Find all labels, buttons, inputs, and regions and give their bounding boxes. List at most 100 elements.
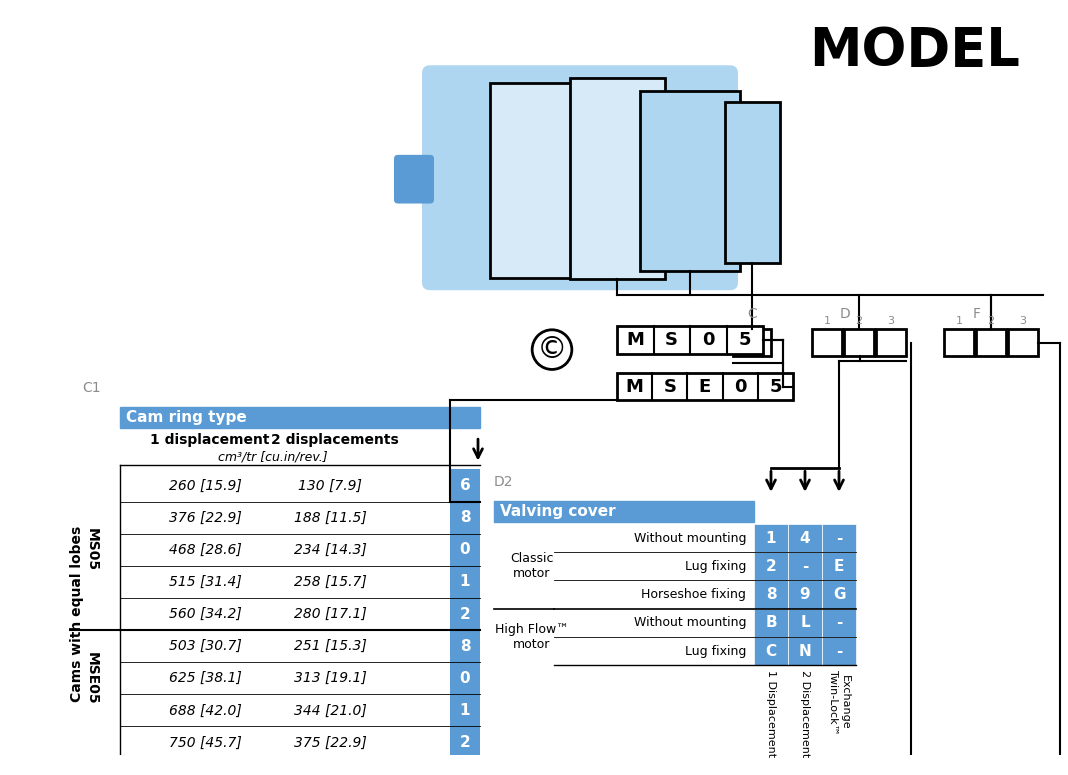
Text: M: M	[626, 377, 644, 395]
Text: 8: 8	[766, 587, 776, 602]
Text: 625 [38.1]: 625 [38.1]	[169, 671, 241, 685]
Text: 515 [31.4]: 515 [31.4]	[169, 575, 241, 589]
Text: MSE05: MSE05	[85, 652, 99, 704]
Bar	[450, 694, 480, 726]
Text: 251 [15.3]: 251 [15.3]	[294, 639, 366, 653]
Text: C: C	[748, 307, 757, 321]
FancyBboxPatch shape	[394, 155, 434, 204]
Bar	[754, 580, 788, 608]
Text: 8: 8	[459, 510, 470, 525]
Text: 1: 1	[956, 316, 962, 326]
Bar	[450, 726, 480, 759]
Text: 375 [22.9]: 375 [22.9]	[294, 735, 366, 749]
Text: -: -	[836, 531, 843, 546]
Bar	[733, 329, 771, 356]
Bar	[450, 630, 480, 662]
Bar	[725, 102, 780, 263]
Bar	[788, 580, 822, 608]
Bar	[876, 329, 906, 356]
Bar	[788, 524, 822, 552]
Text: 2: 2	[855, 316, 863, 326]
Text: 503 [30.7]: 503 [30.7]	[169, 639, 241, 653]
Bar	[617, 326, 763, 353]
Text: 688 [42.0]: 688 [42.0]	[169, 704, 241, 718]
Bar	[822, 580, 855, 608]
Text: Horseshoe fixing: Horseshoe fixing	[641, 588, 747, 601]
Bar	[450, 662, 480, 694]
Text: 8: 8	[459, 639, 470, 653]
Text: 2: 2	[766, 559, 776, 574]
Bar	[617, 373, 794, 400]
Bar	[570, 78, 665, 280]
Text: 130 [7.9]: 130 [7.9]	[298, 478, 362, 492]
Bar	[120, 407, 480, 429]
Text: G: G	[833, 587, 845, 602]
Text: 3: 3	[888, 316, 895, 326]
Bar	[788, 552, 822, 580]
Bar	[754, 552, 788, 580]
Text: 2: 2	[988, 316, 994, 326]
Bar	[822, 524, 855, 552]
Text: 6: 6	[459, 478, 470, 493]
Text: 188 [11.5]: 188 [11.5]	[294, 511, 366, 525]
Bar	[944, 329, 974, 356]
Text: L: L	[800, 615, 810, 630]
Text: Classic
motor: Classic motor	[511, 553, 553, 580]
Text: 1: 1	[459, 703, 470, 718]
Bar	[754, 608, 788, 637]
Bar	[450, 534, 480, 566]
Text: Without mounting: Without mounting	[633, 532, 747, 545]
Bar	[494, 501, 754, 522]
Text: C: C	[766, 643, 776, 659]
Text: 1 Displacement: 1 Displacement	[766, 670, 776, 757]
Bar	[754, 637, 788, 665]
Text: Lug fixing: Lug fixing	[685, 560, 747, 573]
Bar	[450, 566, 480, 598]
Bar	[822, 637, 855, 665]
Bar	[1008, 329, 1038, 356]
Bar	[450, 470, 480, 501]
Text: 260 [15.9]: 260 [15.9]	[169, 478, 241, 492]
Bar	[640, 91, 740, 270]
Text: B: B	[765, 615, 776, 630]
Text: 313 [19.1]: 313 [19.1]	[294, 671, 366, 685]
Text: 0: 0	[734, 377, 747, 395]
Text: Exchange
Twin-Lock™: Exchange Twin-Lock™	[828, 670, 850, 735]
Text: D: D	[839, 307, 850, 321]
Text: 1: 1	[766, 531, 776, 546]
Text: 280 [17.1]: 280 [17.1]	[294, 607, 366, 621]
Text: E: E	[834, 559, 844, 574]
Bar	[976, 329, 1006, 356]
Bar	[812, 329, 842, 356]
Text: cm³/tr [cu.in/rev.]: cm³/tr [cu.in/rev.]	[218, 450, 327, 463]
Text: N: N	[799, 643, 812, 659]
Text: 1 displacement: 1 displacement	[151, 433, 270, 447]
Text: Cams with equal lobes: Cams with equal lobes	[70, 526, 84, 702]
Text: Lug fixing: Lug fixing	[685, 645, 747, 657]
Text: 344 [21.0]: 344 [21.0]	[294, 704, 366, 718]
Text: ©: ©	[537, 335, 567, 364]
Text: 468 [28.6]: 468 [28.6]	[169, 542, 241, 556]
FancyBboxPatch shape	[422, 65, 738, 290]
Text: 2: 2	[459, 735, 470, 750]
Text: 4: 4	[800, 531, 811, 546]
Text: MS05: MS05	[85, 529, 99, 571]
Text: 5: 5	[769, 377, 782, 395]
Text: 3: 3	[1020, 316, 1026, 326]
Bar	[822, 552, 855, 580]
Text: 5: 5	[738, 331, 751, 349]
Text: 2 Displacement: 2 Displacement	[800, 670, 810, 757]
Bar	[754, 524, 788, 552]
Text: -: -	[836, 615, 843, 630]
Bar	[822, 608, 855, 637]
Text: 0: 0	[459, 671, 470, 686]
Bar	[844, 329, 874, 356]
Text: 376 [22.9]: 376 [22.9]	[169, 511, 241, 525]
Text: E: E	[698, 377, 711, 395]
Text: 560 [34.2]: 560 [34.2]	[169, 607, 241, 621]
Text: 0: 0	[459, 542, 470, 557]
Text: M: M	[626, 331, 644, 349]
Text: Valving cover: Valving cover	[500, 504, 615, 518]
Text: 0: 0	[702, 331, 714, 349]
Text: MODEL: MODEL	[810, 25, 1020, 77]
